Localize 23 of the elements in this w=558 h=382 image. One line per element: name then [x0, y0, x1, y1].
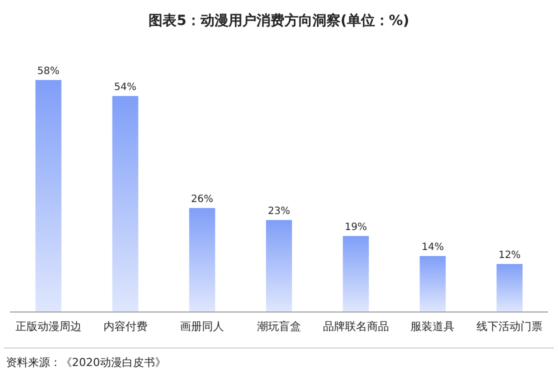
data-label: 12%	[498, 250, 521, 261]
x-tick-label: 画册同人	[180, 320, 224, 333]
x-tick-label: 服装道具	[410, 320, 455, 333]
data-label: 54%	[114, 82, 136, 93]
data-label: 19%	[344, 222, 367, 233]
data-label: 58%	[37, 66, 60, 77]
bar	[35, 80, 62, 312]
bar	[342, 236, 369, 312]
x-tick-label: 内容付费	[103, 320, 148, 333]
bar	[420, 256, 446, 312]
chart-title: 图表5：动漫用户消费方向洞察(单位：%)	[148, 12, 410, 29]
bar	[189, 208, 216, 312]
bar	[496, 264, 523, 312]
data-label: 14%	[422, 242, 444, 253]
x-tick-label: 正版动漫周边	[15, 320, 82, 333]
bar	[266, 220, 292, 312]
text: 资料来源：《2020动漫白皮书》	[6, 356, 166, 369]
x-tick-label: 品牌联名商品	[322, 320, 389, 333]
data-label: 26%	[191, 194, 214, 205]
bar	[112, 96, 138, 312]
data-label: 23%	[268, 206, 290, 217]
x-tick-label: 线下活动门票	[476, 320, 543, 333]
x-tick-label: 潮玩盲盒	[257, 320, 301, 333]
